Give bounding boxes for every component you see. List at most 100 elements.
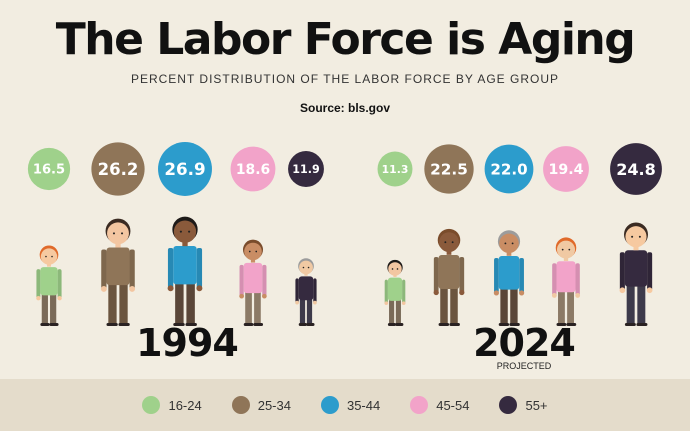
data-label: 16.5 — [33, 163, 65, 178]
figure-head — [299, 260, 313, 275]
age-group-figure — [551, 237, 581, 326]
figure-leg — [389, 298, 395, 326]
data-bubble — [484, 144, 534, 194]
figure-arm — [295, 278, 299, 304]
figure-leg — [175, 282, 184, 326]
figure-shoe — [306, 323, 315, 326]
data-label: 22.5 — [430, 161, 468, 179]
figure-head — [107, 222, 129, 245]
figure-leg — [41, 293, 48, 326]
data-bubble — [377, 151, 413, 187]
figure-hand — [619, 287, 626, 294]
figure-shoe — [395, 323, 404, 326]
figure-hand — [646, 287, 653, 294]
figure-shoe — [253, 323, 264, 326]
figure-eye — [307, 266, 310, 269]
figure-eye — [568, 248, 571, 251]
figure-arm — [262, 264, 267, 297]
figure-arm — [239, 264, 244, 297]
figure-arm — [647, 252, 653, 291]
figure-shoe — [498, 323, 510, 326]
figure-leg — [440, 287, 448, 326]
figure-leg — [450, 287, 458, 326]
figure-head — [439, 232, 459, 253]
projected-note: PROJECTED — [496, 361, 552, 371]
age-group-figure — [100, 218, 136, 326]
data-label: 19.4 — [548, 162, 583, 178]
figure-hand — [551, 293, 557, 298]
figure-head — [173, 220, 197, 243]
figure-shoe — [438, 323, 450, 326]
figure-eye — [120, 232, 124, 235]
bubble-chart: 16.5 26.2 26.9 18.6 11.9 11.3 22.5 22.0 19.4 24.8 — [27, 142, 662, 326]
legend-label: 35-44 — [346, 397, 381, 413]
figure-leg — [50, 293, 57, 326]
figure-arm — [459, 256, 465, 293]
data-bubble — [230, 146, 276, 192]
figure-arm — [167, 248, 174, 289]
figure-arm — [619, 252, 625, 291]
figure-eye — [631, 235, 634, 238]
legend-item-25-34: 25-34 — [231, 396, 291, 414]
figure-torso — [106, 247, 130, 286]
figure-head — [244, 242, 262, 261]
data-label: 22.0 — [490, 160, 527, 178]
figure-eye — [511, 242, 514, 245]
figure-eye — [45, 255, 47, 258]
figure-leg — [500, 287, 508, 326]
legend: 16-24 25-34 35-44 45-54 55+ — [0, 379, 690, 431]
figure-hand — [196, 285, 203, 292]
figure-eye — [638, 235, 641, 238]
figure-shoe — [106, 323, 118, 326]
figure-eye — [444, 241, 447, 244]
figure-shoe — [556, 323, 567, 326]
figure-shoe — [40, 323, 50, 326]
figure-eye — [248, 250, 251, 253]
legend-label: 45-54 — [436, 397, 470, 413]
figure-eye — [112, 232, 116, 235]
data-label: 26.9 — [164, 159, 205, 179]
legend-item-55-plus: 55+ — [499, 396, 548, 414]
figure-leg — [558, 290, 565, 326]
figure-head — [40, 248, 58, 265]
figure-arm — [129, 249, 135, 290]
figure-hand — [575, 293, 581, 298]
figure-hand — [313, 300, 317, 305]
data-bubble — [288, 151, 324, 187]
figure-hand — [384, 301, 389, 305]
legend-swatch — [410, 396, 429, 414]
figure-shoe — [624, 323, 636, 326]
legend-label: 55+ — [525, 397, 548, 413]
data-bubble — [27, 147, 71, 191]
figure-torso — [298, 276, 314, 301]
age-group-figure — [493, 230, 525, 326]
figure-leg — [306, 298, 313, 326]
figure-torso — [40, 267, 58, 296]
age-group-figure — [295, 258, 317, 326]
figure-hand — [100, 285, 107, 292]
figure-shoe — [118, 323, 130, 326]
data-bubble — [158, 142, 212, 196]
age-group-figure — [36, 245, 62, 326]
figure-neck — [563, 256, 569, 261]
figure-torso — [243, 262, 263, 294]
legend-label: 16-24 — [168, 397, 202, 413]
figure-arm — [384, 279, 388, 305]
legend-item-45-54: 45-54 — [410, 396, 469, 414]
figure-arm — [101, 249, 107, 290]
data-label: 11.3 — [382, 163, 409, 176]
figure-arm — [313, 278, 317, 304]
figure-shoe — [243, 323, 254, 326]
data-bubble — [543, 146, 589, 192]
age-group-figure — [384, 259, 406, 326]
figure-eye — [255, 250, 258, 253]
figure-eye — [504, 242, 507, 245]
figure-hand — [167, 285, 174, 292]
figure-arm — [433, 256, 439, 293]
figure-leg — [245, 291, 252, 326]
figure-arm — [402, 279, 406, 305]
figure-neck — [633, 245, 639, 251]
figure-eye — [451, 241, 454, 244]
legend-label: 25-34 — [257, 397, 291, 413]
figure-leg — [567, 290, 574, 326]
